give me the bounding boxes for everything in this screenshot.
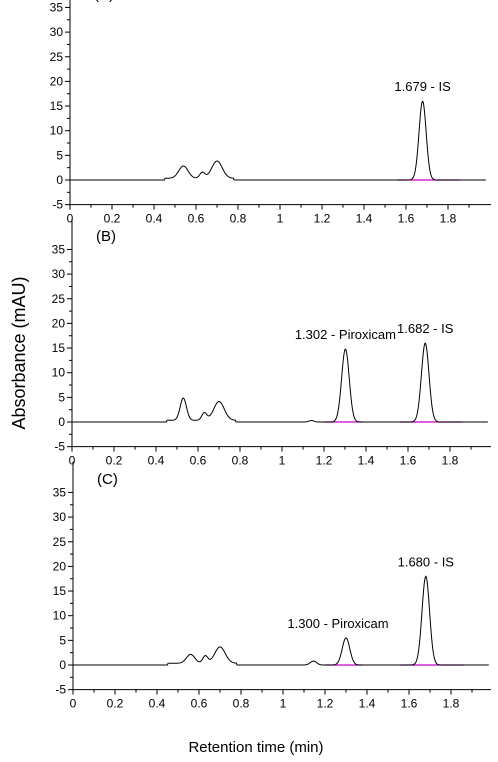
x-tick-label: 0.6 <box>190 454 207 468</box>
y-tick-label: 20 <box>52 316 66 330</box>
peak-label: 1.679 - IS <box>394 79 451 94</box>
y-tick-label: 25 <box>50 50 64 64</box>
y-tick-label: 5 <box>58 390 65 404</box>
x-tick-label: 1.4 <box>359 697 376 711</box>
x-tick-label: 1.4 <box>358 454 375 468</box>
x-tick-label: 0.4 <box>148 454 165 468</box>
y-tick-label: -5 <box>52 198 63 212</box>
x-tick-label: 1.6 <box>398 212 415 226</box>
x-tick-label: 1 <box>277 212 284 226</box>
y-tick-label: 5 <box>56 148 63 162</box>
chromatogram-panel-3: -5 0 5 10 15 20 25 30 35 0 0.2 0.4 0.6 0.8 1 1.2 1.4 1.6 1… <box>53 461 491 711</box>
chromatogram-trace <box>73 575 489 666</box>
y-tick-label: 15 <box>50 99 64 113</box>
chromatogram-trace <box>72 342 488 423</box>
y-tick-label: 20 <box>53 559 67 573</box>
x-tick-label: 0.8 <box>232 454 249 468</box>
panel-label: (B) <box>96 228 116 245</box>
peak-label: 1.680 - IS <box>398 554 455 569</box>
y-tick-label: 35 <box>50 0 64 14</box>
y-tick-label: 35 <box>52 242 66 256</box>
y-tick-label: 0 <box>56 173 63 187</box>
x-tick-label: 0 <box>67 212 74 226</box>
x-tick-label: 0.2 <box>107 697 124 711</box>
y-tick-label: 10 <box>53 609 67 623</box>
panel-label: (A) <box>94 0 114 3</box>
x-axis-title: Retention time (min) <box>188 739 323 756</box>
y-tick-label: 20 <box>50 74 64 88</box>
y-tick-label: 30 <box>52 267 66 281</box>
y-tick-label: 30 <box>50 25 64 39</box>
x-tick-label: 0.8 <box>233 697 250 711</box>
x-tick-label: 1.6 <box>400 454 417 468</box>
chromatogram-panel-1: -5 0 5 10 15 20 25 30 35 0 0.2 0.4 0.6 0.8 1 1.2 1.4 1.6 1… <box>50 0 491 226</box>
chromatogram-panel-2: -5 0 5 10 15 20 25 30 35 0 0.2 0.4 0.6 0.8 1 1.2 1.4 1.6 1… <box>52 218 491 468</box>
x-tick-label: 0.8 <box>230 212 247 226</box>
x-tick-label: 0.6 <box>188 212 205 226</box>
y-tick-label: 15 <box>53 584 67 598</box>
peak-label: 1.682 - IS <box>397 321 454 336</box>
x-tick-label: 1.2 <box>317 697 334 711</box>
x-tick-label: 0 <box>69 454 76 468</box>
x-tick-label: 0.2 <box>104 212 121 226</box>
y-tick-label: -5 <box>54 440 65 454</box>
y-tick-label: 10 <box>52 366 66 380</box>
x-tick-label: 1.8 <box>443 697 460 711</box>
y-tick-label: 25 <box>52 292 66 306</box>
peak-label: 1.300 - Piroxicam <box>287 616 388 631</box>
y-axis-title: Absorbance (mAU) <box>9 276 29 429</box>
chromatogram-trace <box>70 100 486 181</box>
x-tick-label: 0.6 <box>191 697 208 711</box>
peak-label: 1.302 - Piroxicam <box>295 327 396 342</box>
x-tick-label: 1.2 <box>314 212 331 226</box>
x-tick-label: 0.4 <box>149 697 166 711</box>
x-tick-label: 1 <box>280 697 287 711</box>
y-tick-label: 0 <box>59 658 66 672</box>
x-tick-label: 1 <box>279 454 286 468</box>
y-tick-label: 15 <box>52 341 66 355</box>
x-tick-label: 0.4 <box>146 212 163 226</box>
x-tick-label: 1.4 <box>356 212 373 226</box>
x-tick-label: 1.2 <box>316 454 333 468</box>
y-tick-label: 30 <box>53 510 67 524</box>
y-tick-label: 10 <box>50 124 64 138</box>
y-tick-label: 5 <box>59 633 66 647</box>
x-tick-label: 1.6 <box>401 697 418 711</box>
y-tick-label: 0 <box>58 415 65 429</box>
x-tick-label: 0.2 <box>106 454 123 468</box>
panel-label: (C) <box>97 471 118 488</box>
x-tick-label: 0 <box>70 697 77 711</box>
x-tick-label: 1.8 <box>440 212 457 226</box>
y-tick-label: -5 <box>55 683 66 697</box>
y-tick-label: 35 <box>53 485 67 499</box>
x-tick-label: 1.8 <box>442 454 459 468</box>
y-tick-label: 25 <box>53 535 67 549</box>
